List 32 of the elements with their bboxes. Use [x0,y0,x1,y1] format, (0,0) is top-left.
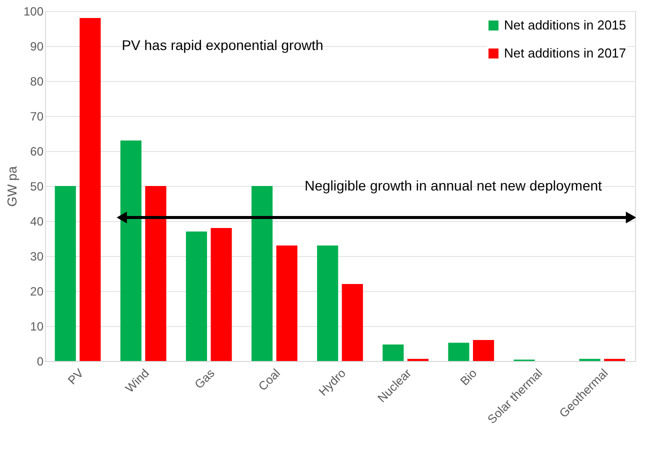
bar [120,140,142,361]
y-tick-label: 90 [30,40,44,54]
y-tick-label: 40 [30,214,44,228]
bar [186,232,208,361]
bar [54,186,76,361]
y-axis-title: GW pa [4,166,20,207]
y-tick-label: 100 [23,4,44,18]
y-tick-label: 80 [30,74,44,88]
annotation: PV has rapid exponential growth [122,37,324,53]
y-tick-label: 70 [30,110,44,124]
bar [382,344,404,361]
y-tick-label: 10 [30,320,44,334]
legend-label: Net additions in 2017 [504,46,626,60]
x-tick-label: Bio [457,366,480,388]
bar [252,186,273,361]
legend-label: Net additions in 2015 [504,18,626,32]
x-tick-label: PV [65,366,86,388]
bar [210,228,232,361]
bar [276,246,298,361]
x-tick-label: Gas [192,366,218,392]
y-tick-label: 30 [30,250,44,264]
y-tick-label: 60 [30,144,44,158]
bar [472,340,494,361]
bar [342,284,363,361]
bar [145,186,166,361]
bar [317,246,338,361]
y-tick-label: 50 [30,180,44,194]
ref-line-label: Negligible growth in annual net new deployment [304,178,602,194]
bar [448,342,470,361]
y-tick-label: 0 [36,354,44,368]
y-tick-label: 20 [30,284,44,298]
bar [80,18,101,361]
